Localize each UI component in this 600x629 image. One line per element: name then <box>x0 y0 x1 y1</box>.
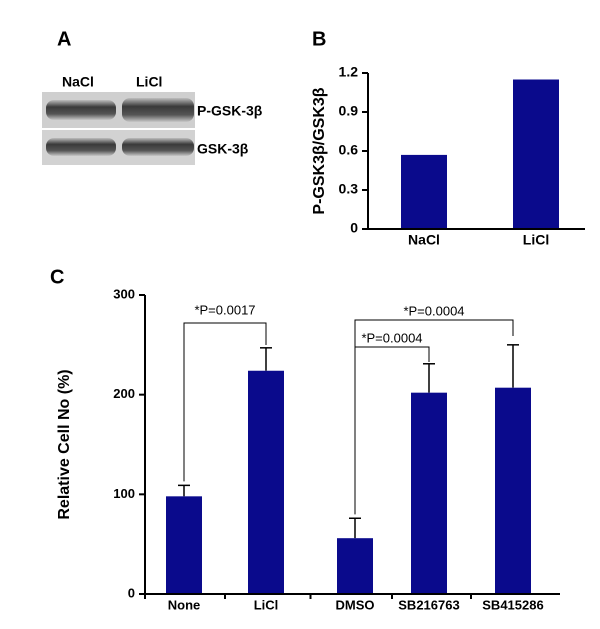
bar <box>166 496 202 594</box>
y-tick-label: 0.6 <box>339 142 359 158</box>
x-tick-label: DMSO <box>336 597 375 612</box>
lane-label: NaCl <box>62 74 94 90</box>
y-tick-label: 1.2 <box>339 64 359 80</box>
annotation: *P=0.0004 <box>403 303 464 318</box>
x-tick-label: None <box>168 597 201 612</box>
y-tick-label: 0 <box>350 220 358 236</box>
blot-band <box>122 138 194 156</box>
band-label: GSK-3β <box>197 141 249 157</box>
annotation: *P=0.0017 <box>194 302 255 317</box>
x-tick-label: NaCl <box>408 232 440 248</box>
lane-label: LiCl <box>136 74 162 90</box>
bar <box>411 392 447 594</box>
significance-bracket <box>183 322 267 482</box>
y-axis-label: Relative Cell No (%) <box>56 369 73 519</box>
y-axis-label: P-GSK3β/GSK3β <box>311 87 328 214</box>
x-tick-label: LiCl <box>523 232 549 248</box>
bar <box>248 370 284 594</box>
y-tick-label: 200 <box>113 386 135 401</box>
panel-label: B <box>312 28 326 50</box>
x-tick-label: SB216763 <box>398 597 459 612</box>
y-tick-label: 300 <box>113 286 135 301</box>
x-tick-label: SB415286 <box>482 597 543 612</box>
y-tick-label: 0.3 <box>339 181 359 197</box>
bar <box>513 79 559 229</box>
band-label: P-GSK-3β <box>197 103 263 119</box>
y-tick-label: 0 <box>128 585 135 600</box>
panel-label: A <box>57 28 71 50</box>
y-tick-label: 100 <box>113 486 135 501</box>
blot-band <box>122 98 194 122</box>
annotation: *P=0.0004 <box>361 330 422 345</box>
blot-band <box>46 138 116 156</box>
y-tick-label: 0.9 <box>339 103 359 119</box>
bar <box>495 387 531 594</box>
bar <box>337 538 373 594</box>
significance-bracket <box>354 319 514 515</box>
bar <box>401 154 447 229</box>
panel-label: C <box>50 266 64 288</box>
x-tick-label: LiCl <box>254 597 279 612</box>
blot-band <box>46 100 116 120</box>
